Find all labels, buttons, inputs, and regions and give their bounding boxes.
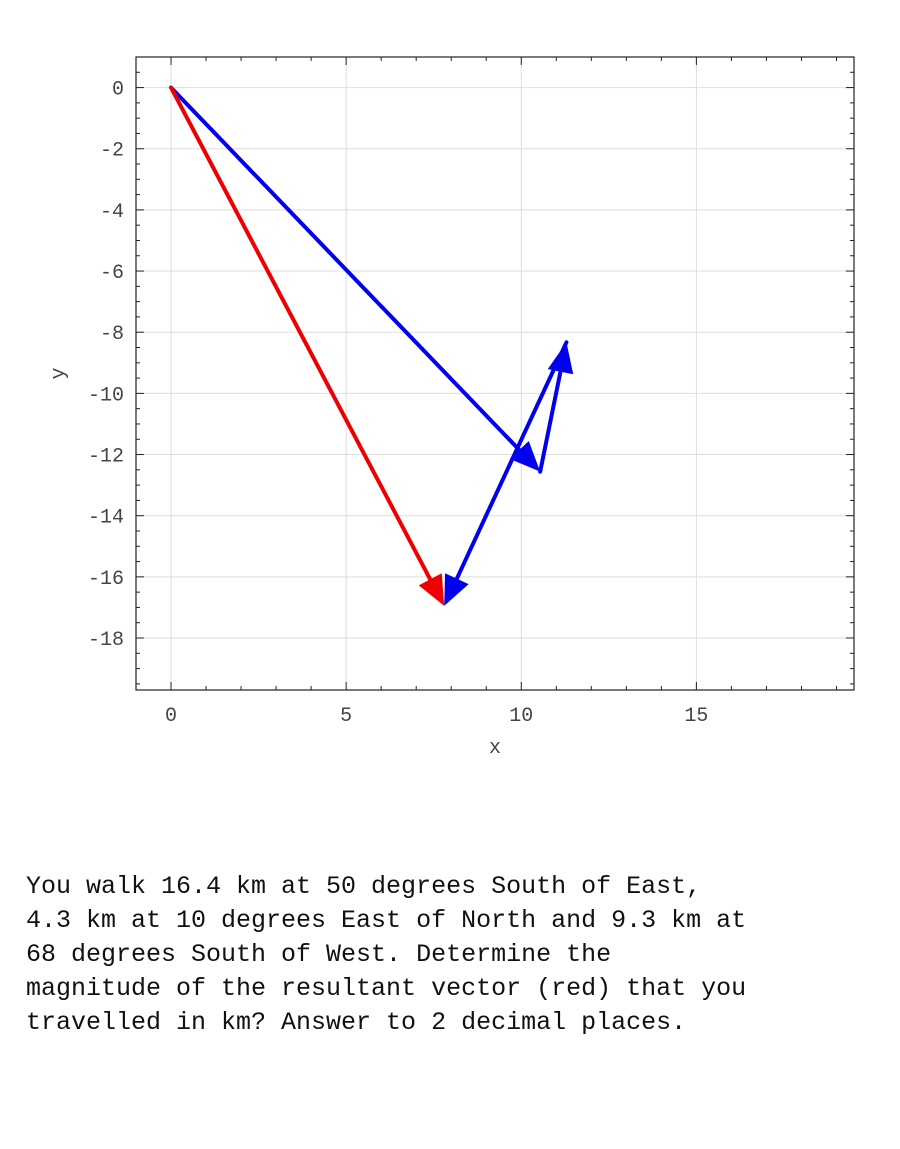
y-tick-label: -8	[100, 323, 124, 346]
vectors	[169, 85, 574, 606]
grid	[136, 57, 854, 690]
y-tick-label: -18	[88, 629, 124, 652]
x-axis-label: x	[489, 737, 501, 760]
resultant-vector-shaft	[169, 85, 435, 585]
x-tick-label: 0	[165, 705, 177, 728]
component-vector-shaft	[169, 85, 525, 455]
y-tick-label: -6	[100, 262, 124, 285]
resultant-vector-arrowhead	[418, 573, 445, 606]
resultant-vector	[169, 85, 445, 606]
component-vector-arrowhead	[510, 441, 541, 472]
x-tick-label: 15	[684, 705, 708, 728]
vector-chart: 0 5 10 15 0 -2 -4 -6 -8 -10 -12 -14 -16 -18 x y	[48, 56, 855, 760]
x-tick-label: 10	[509, 705, 533, 728]
minor-ticks	[135, 57, 854, 690]
component-vector-arrowhead	[444, 573, 469, 606]
y-tick-label: 0	[112, 79, 124, 102]
y-tick-label: -2	[100, 140, 124, 163]
y-tick-label: -16	[88, 568, 124, 591]
tick-labels: 0 5 10 15 0 -2 -4 -6 -8 -10 -12 -14 -16 -18	[88, 79, 708, 728]
component-vector	[444, 340, 569, 606]
y-tick-label: -12	[88, 446, 124, 469]
y-tick-label: -10	[88, 384, 124, 407]
component-vector-shaft	[538, 365, 564, 474]
component-vector	[169, 85, 541, 472]
y-tick-label: -4	[100, 201, 124, 224]
y-axis-label: y	[48, 367, 71, 379]
question-text: You walk 16.4 km at 50 degrees South of …	[26, 872, 747, 1037]
plot-frame	[135, 56, 855, 691]
y-tick-label: -14	[88, 507, 124, 530]
component-vector-shaft	[453, 340, 569, 585]
x-tick-label: 5	[340, 705, 352, 728]
